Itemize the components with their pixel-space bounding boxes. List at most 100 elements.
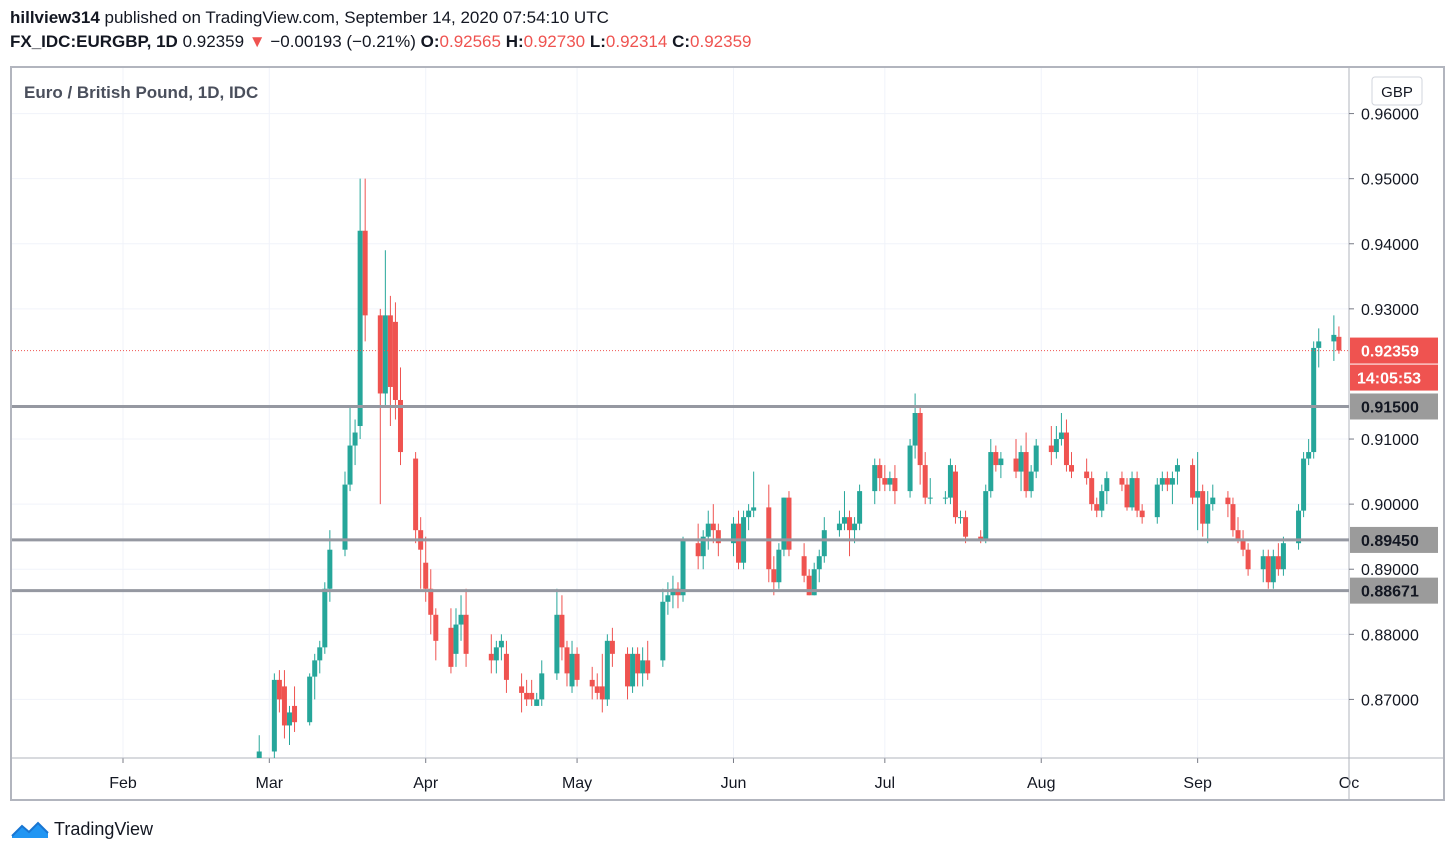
level-label-bg xyxy=(1350,393,1438,420)
candle-body xyxy=(1270,556,1276,583)
candle-body xyxy=(963,517,969,537)
candle-body xyxy=(1139,510,1145,518)
close-label: C: xyxy=(672,32,691,51)
candle-body xyxy=(453,624,459,654)
candle-body xyxy=(630,653,636,687)
footer: TradingView xyxy=(10,816,153,842)
candle-body xyxy=(413,458,419,531)
candle-body xyxy=(1235,530,1241,540)
candle-body xyxy=(539,673,545,700)
candle-body xyxy=(912,413,918,446)
candle-body xyxy=(312,660,318,677)
candle-body xyxy=(811,569,817,596)
candle-body xyxy=(463,614,469,654)
candle-body xyxy=(1280,543,1286,570)
candle-body xyxy=(978,536,984,540)
y-tick-label: 0.88000 xyxy=(1361,627,1419,644)
candle-body xyxy=(710,523,716,531)
candle-body xyxy=(362,230,368,316)
candle-body xyxy=(342,484,348,550)
candle-body xyxy=(352,432,358,446)
candle-body xyxy=(327,549,333,589)
candle-body xyxy=(377,315,383,394)
candle-body xyxy=(347,445,353,485)
candle-body xyxy=(958,517,964,519)
candle-body xyxy=(635,653,641,674)
candle-body xyxy=(1169,478,1175,485)
candle-body xyxy=(892,478,898,492)
candle-body xyxy=(397,399,403,453)
candle-body xyxy=(1190,465,1196,498)
candle-body xyxy=(872,465,878,492)
chart-frame[interactable]: Feb Mar Apr May Jun Jul Aug Sep Oc 0.96000 0.95000… xyxy=(10,66,1445,801)
x-tick-label: Mar xyxy=(256,775,284,792)
candle-body xyxy=(705,523,711,537)
candle-body xyxy=(1058,432,1064,440)
tradingview-logo-icon[interactable] xyxy=(10,818,50,840)
currency-label[interactable]: GBP xyxy=(1381,84,1413,101)
open-value: 0.92565 xyxy=(439,32,501,51)
level-label: 0.91500 xyxy=(1361,399,1419,416)
candle-body xyxy=(736,523,742,563)
candle-body xyxy=(877,465,883,479)
candle-body xyxy=(776,549,782,583)
candle-body xyxy=(1336,336,1342,351)
candle-body xyxy=(286,712,292,726)
candle-body xyxy=(392,321,398,400)
candle-body xyxy=(1195,491,1201,498)
candle-body xyxy=(947,465,953,498)
candle-body xyxy=(983,491,989,540)
y-tick-label: 0.94000 xyxy=(1361,237,1419,254)
candle-body xyxy=(1159,478,1165,485)
candle-body xyxy=(887,478,893,485)
candle-body xyxy=(988,452,994,492)
candle-body xyxy=(589,679,595,687)
candle-body xyxy=(276,679,282,700)
candle-body xyxy=(625,653,631,687)
low-value: 0.92314 xyxy=(605,32,668,51)
y-tick-label: 0.95000 xyxy=(1361,172,1419,189)
candle-body xyxy=(281,686,287,726)
footer-brand[interactable]: TradingView xyxy=(54,818,154,839)
countdown-label: 14:05:53 xyxy=(1357,371,1421,388)
candle-body xyxy=(1033,445,1039,472)
candle-body xyxy=(801,556,807,576)
candle-body xyxy=(448,627,454,667)
price-change: −0.00193 (−0.21%) xyxy=(270,32,416,51)
chart-header: hillview314 published on TradingView.com… xyxy=(10,6,751,54)
candle-body xyxy=(1200,491,1206,524)
candle-body xyxy=(1210,497,1216,505)
x-tick-label: Feb xyxy=(109,775,137,792)
candle-body xyxy=(458,614,464,625)
candle-body xyxy=(852,523,858,531)
candle-body xyxy=(307,676,313,723)
last-price-label-bg xyxy=(1350,337,1438,364)
candle-body xyxy=(1089,478,1095,505)
currency-button[interactable] xyxy=(1371,76,1423,106)
candle-body xyxy=(529,692,535,700)
candle-body xyxy=(357,230,363,427)
candle-body xyxy=(1028,471,1034,492)
candle-body xyxy=(1099,491,1105,511)
candlestick-chart[interactable]: Feb Mar Apr May Jun Jul Aug Sep Oc0.960000.95000… xyxy=(12,68,1443,799)
candle-body xyxy=(680,539,686,596)
candle-body xyxy=(524,692,530,700)
candle-body xyxy=(564,647,570,674)
candle-body xyxy=(503,653,509,680)
candle-body xyxy=(559,614,565,648)
candle-body xyxy=(609,640,615,654)
candle-body xyxy=(781,497,787,550)
x-tick-label: Jun xyxy=(721,775,747,792)
candle-body xyxy=(554,614,560,674)
candle-body xyxy=(1316,341,1322,348)
candle-body xyxy=(1240,539,1246,550)
candle-body xyxy=(766,507,772,570)
publish-line: hillview314 published on TradingView.com… xyxy=(10,6,751,30)
published-text: published on TradingView.com, September … xyxy=(104,8,609,27)
x-tick-label: Sep xyxy=(1183,775,1212,792)
publisher-name[interactable]: hillview314 xyxy=(10,8,100,27)
candle-body xyxy=(730,523,736,544)
ohlc-line: FX_IDC:EURGBP, 1D 0.92359 ▼ −0.00193 (−0… xyxy=(10,30,751,54)
candle-body xyxy=(1154,484,1160,518)
level-label: 0.89450 xyxy=(1361,533,1419,550)
